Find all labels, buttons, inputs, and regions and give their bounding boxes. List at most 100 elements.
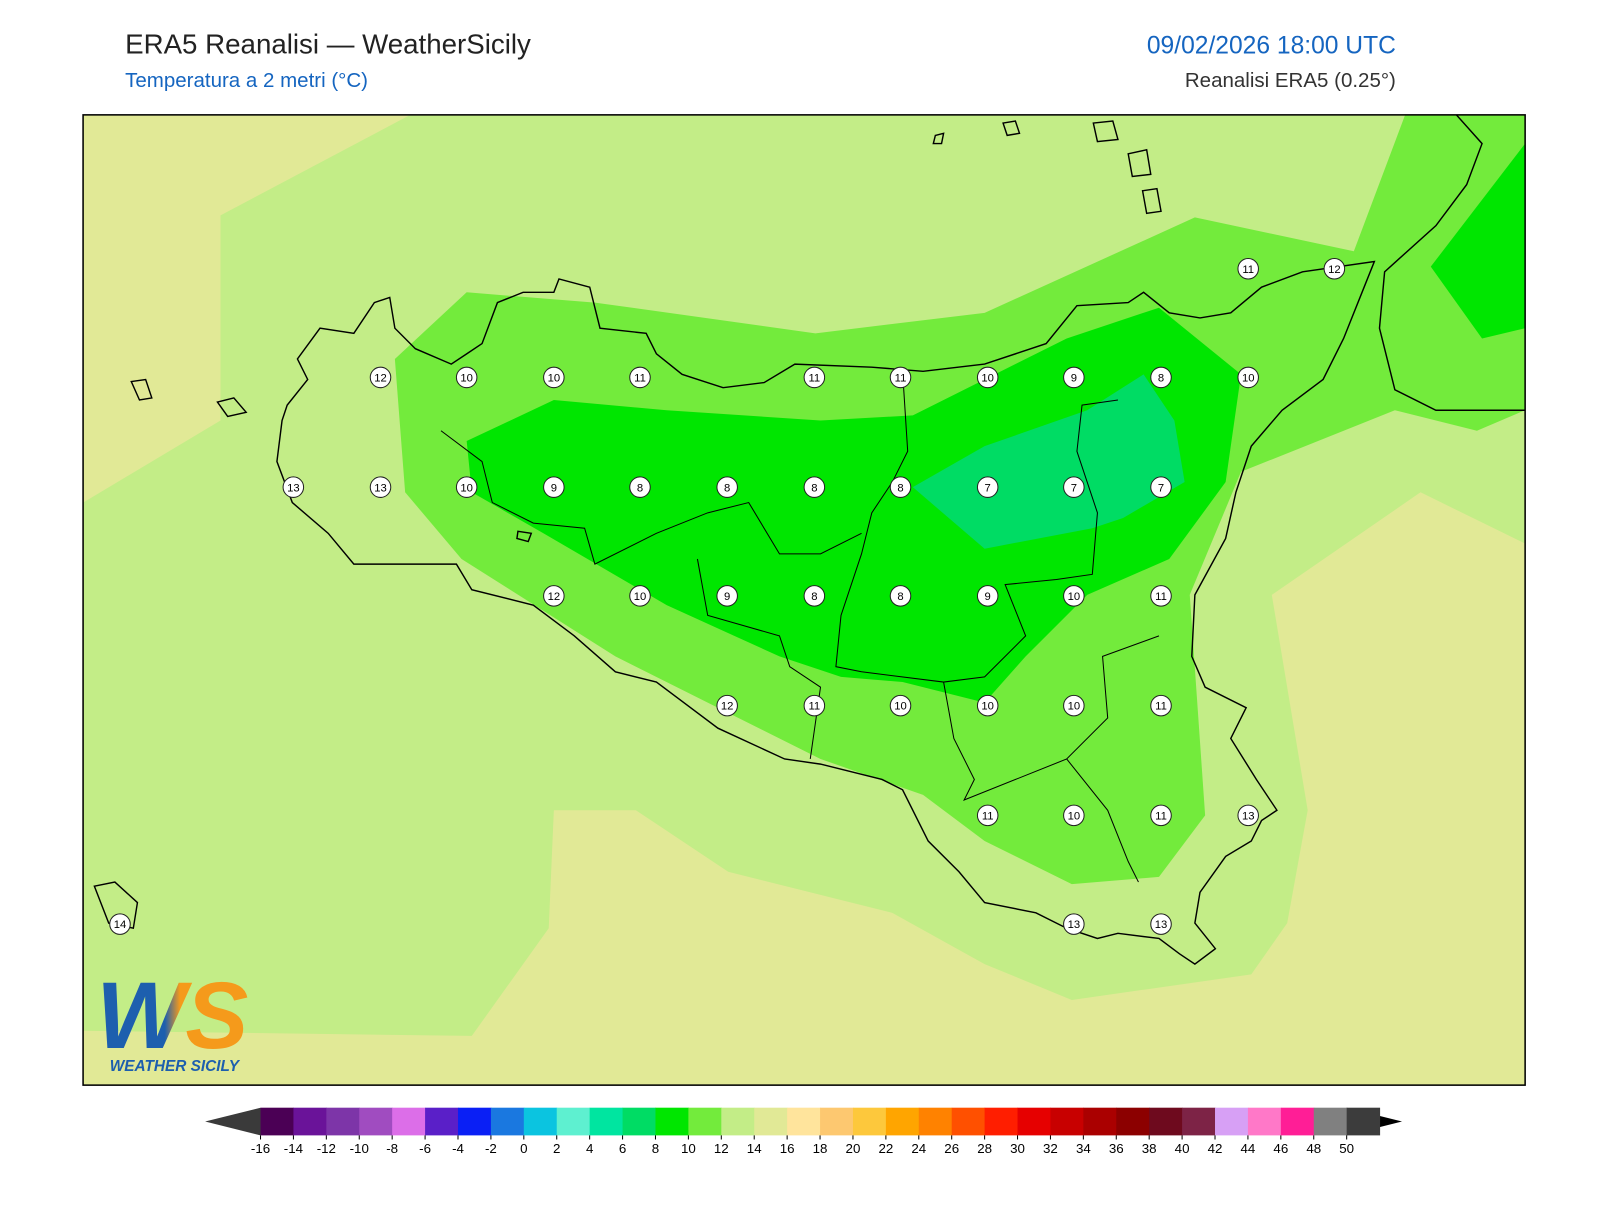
station-marker: [889, 585, 912, 607]
station-value: 8: [811, 591, 817, 603]
station-value: 7: [985, 482, 991, 494]
colorbar-under: [205, 1107, 261, 1136]
colorbar-tick-label: 10: [681, 1141, 696, 1156]
colorbar-tick-label: 28: [977, 1141, 992, 1156]
isotherm-band: [1430, 143, 1526, 339]
colorbar-box: [1313, 1107, 1348, 1136]
colorbar-box: [1215, 1107, 1249, 1136]
station-value: 10: [460, 373, 473, 385]
colorbar-tick-label: 36: [1109, 1141, 1124, 1156]
colorbar-tick-label: 38: [1142, 1141, 1157, 1156]
station-value: 8: [1158, 373, 1164, 385]
colorbar-tick-label: -14: [284, 1141, 304, 1156]
station-value: 12: [548, 591, 561, 603]
colorbar-tick-label: 32: [1043, 1141, 1058, 1156]
colorbar-tick-label: -4: [452, 1141, 464, 1156]
colorbar-tick-label: 12: [714, 1141, 729, 1156]
station-marker: [1237, 366, 1259, 389]
station-marker: [1063, 913, 1085, 935]
temperature-field: [83, 114, 1526, 1086]
colorbar-tick-label: -10: [350, 1141, 369, 1156]
station-value: 12: [374, 373, 387, 385]
station-value: 10: [981, 373, 994, 385]
subtitle: Temperatura a 2 metri (°C): [125, 69, 368, 92]
colorbar-box: [1182, 1107, 1216, 1136]
station-value: 13: [1068, 919, 1081, 931]
colorbar-tick-label: 8: [652, 1141, 659, 1156]
station-value: 10: [894, 701, 907, 713]
station-value: 8: [897, 482, 903, 494]
station-marker: [976, 804, 999, 827]
colorbar-tick-label: -12: [317, 1141, 336, 1156]
station-marker: [716, 476, 738, 498]
station-marker: [1063, 804, 1085, 827]
colorbar-box: [754, 1107, 788, 1136]
station-marker: [1237, 804, 1259, 827]
calabria-coast: [1378, 114, 1526, 411]
colorbar-box: [1149, 1107, 1183, 1136]
station-value: 12: [1328, 264, 1341, 276]
station-value: 13: [287, 482, 300, 494]
station-marker: [889, 366, 912, 389]
station-value: 11: [1242, 264, 1254, 276]
station-value: 10: [1242, 373, 1255, 385]
colorbar-tick-label: -16: [251, 1141, 270, 1156]
colorbar-box: [490, 1107, 525, 1136]
colorbar-box: [852, 1107, 887, 1136]
station-value: 9: [1071, 373, 1077, 385]
station-marker: [1237, 257, 1259, 280]
colorbar-box: [457, 1107, 492, 1136]
station-marker: [889, 476, 912, 498]
station-marker: [976, 694, 999, 717]
station-marker: [716, 585, 738, 607]
station-value: 11: [895, 373, 907, 385]
colorbar-box: [326, 1107, 360, 1136]
colorbar-tick-label: 24: [911, 1141, 926, 1156]
colorbar-box: [556, 1107, 591, 1136]
station-marker: [976, 366, 999, 389]
colorbar-tick-label: 18: [813, 1141, 828, 1156]
station-marker: [976, 476, 999, 498]
station-value: 11: [809, 701, 821, 713]
colorbar-box: [589, 1107, 624, 1136]
colorbar-box: [1247, 1107, 1282, 1136]
station-marker: [1063, 366, 1085, 389]
colorbar-tick-label: 30: [1010, 1141, 1025, 1156]
station-points: 11 12 12 10 10 11 11 11 10 9 8 10 13 13 10 9 8 8 8 8 7 7 7 12 10…: [109, 257, 1346, 935]
colorbar-tick-label: 50: [1339, 1141, 1354, 1156]
station-marker: [455, 366, 478, 389]
colorbar-box: [918, 1107, 953, 1136]
colorbar-tick-label: 20: [846, 1141, 861, 1156]
station-value: 11: [1155, 591, 1167, 603]
colorbar-box: [984, 1107, 1019, 1136]
colorbar-box: [820, 1107, 854, 1136]
title: ERA5 Reanalisi — WeatherSicily: [125, 28, 531, 59]
station-value: 9: [724, 591, 730, 603]
station-marker: [1150, 913, 1172, 935]
colorbar-box: [721, 1107, 755, 1136]
colorbar-tick-label: 46: [1273, 1141, 1288, 1156]
station-marker: [803, 476, 826, 498]
colorbar-box: [885, 1107, 920, 1136]
colorbar-tick-label: 0: [520, 1141, 527, 1156]
station-value: 7: [1071, 482, 1077, 494]
station-value: 8: [724, 482, 730, 494]
station-marker: [716, 694, 738, 717]
source: Reanalisi ERA5 (0.25°): [1185, 69, 1396, 92]
sicily-coast: [276, 260, 1376, 965]
station-value: 10: [1068, 701, 1081, 713]
station-marker: [543, 366, 565, 389]
colorbar-box: [688, 1107, 722, 1136]
station-marker: [629, 366, 651, 389]
colorbar-tick-label: 14: [747, 1141, 762, 1156]
station-marker: [803, 585, 826, 607]
station-marker: [976, 585, 999, 607]
colorbar-tick-label: -2: [485, 1141, 497, 1156]
colorbar-box: [1346, 1107, 1381, 1136]
colorbar-tick-label: 4: [586, 1141, 594, 1156]
colorbar-tick-label: -6: [419, 1141, 431, 1156]
station-marker: [1150, 694, 1172, 717]
station-value: 13: [374, 482, 387, 494]
colorbar-box: [951, 1107, 986, 1136]
